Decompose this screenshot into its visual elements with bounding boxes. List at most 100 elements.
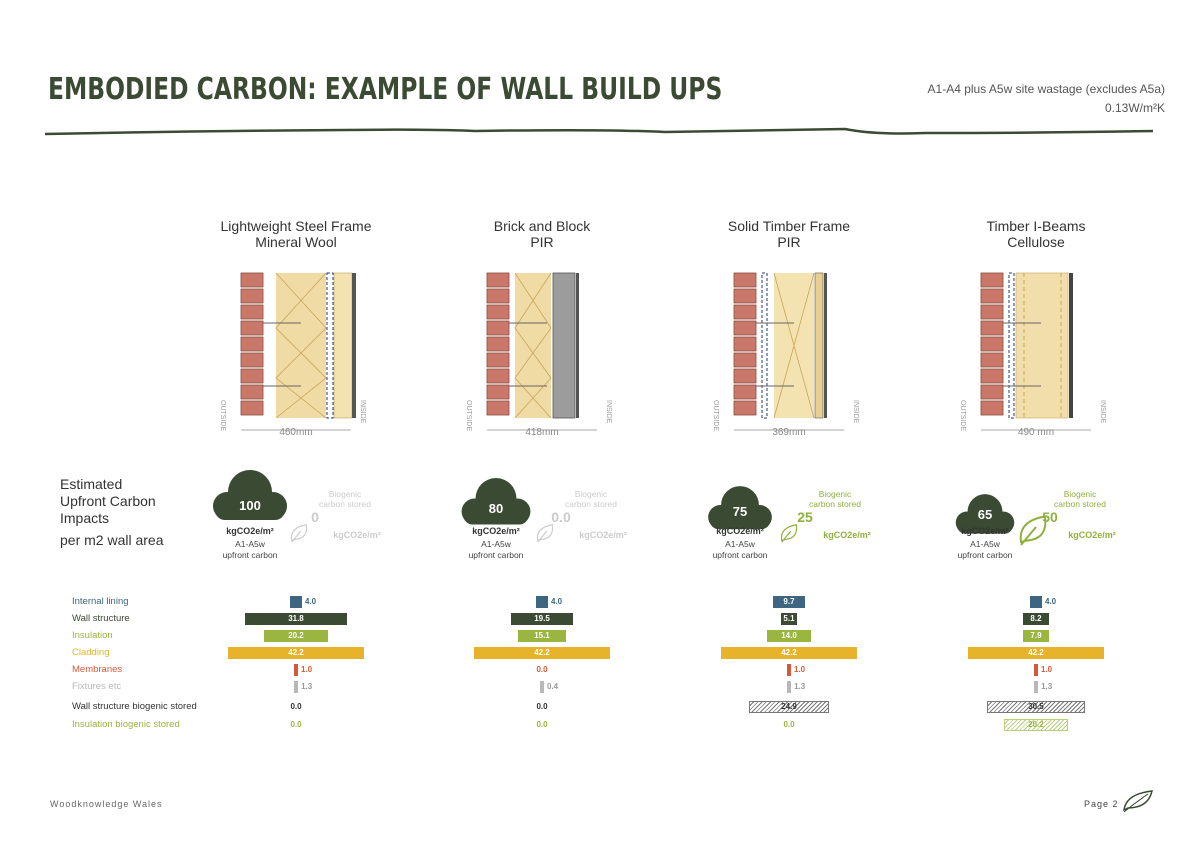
bar-value-label: 42.2 bbox=[1028, 648, 1044, 657]
bar bbox=[245, 613, 347, 625]
bar bbox=[1022, 613, 1050, 625]
thickness-label: 418mm bbox=[525, 427, 559, 438]
cloud-icon bbox=[213, 470, 287, 520]
bar bbox=[987, 701, 1085, 713]
bar-value-label: 24.9 bbox=[781, 702, 797, 711]
wall-section-diagram bbox=[240, 272, 356, 431]
bar-value-label: 14.0 bbox=[781, 631, 797, 640]
inside-label: INSIDE bbox=[359, 400, 366, 424]
bar bbox=[721, 647, 857, 659]
leaf-icon bbox=[290, 524, 308, 543]
bar-value-label: 31.8 bbox=[288, 614, 304, 623]
upfront-carbon-value: 80 bbox=[488, 501, 504, 516]
impacts-label: Estimated Upfront Carbon Impacts bbox=[60, 476, 156, 527]
biogenic-label: Biogenic bbox=[1063, 489, 1097, 499]
bar-value-label: 19.5 bbox=[534, 614, 550, 623]
biogenic-label: carbon stored bbox=[809, 499, 861, 509]
biogenic-value: 25 bbox=[797, 509, 813, 525]
column-title: Lightweight Steel Frame bbox=[220, 218, 372, 234]
bar-value-label: 42.2 bbox=[781, 648, 797, 657]
bar bbox=[293, 681, 299, 693]
bar-value-label: 0.0 bbox=[536, 665, 548, 674]
bar-value-label: 8.2 bbox=[1030, 614, 1042, 623]
upfront-carbon-value: 65 bbox=[977, 507, 993, 522]
bar bbox=[1034, 664, 1038, 676]
bar bbox=[773, 596, 805, 608]
upfront-carbon-unit: kgCO2e/m² bbox=[716, 526, 764, 536]
header-rule bbox=[45, 127, 1154, 136]
bar-value-label: 4.0 bbox=[1045, 597, 1057, 606]
bar-value-label: 0.0 bbox=[536, 702, 548, 711]
stage-label: A1-A5w bbox=[725, 539, 755, 549]
impacts-label-line: Upfront Carbon bbox=[60, 493, 156, 509]
bar bbox=[510, 613, 574, 625]
bar-value-label: 4.0 bbox=[305, 597, 317, 606]
thickness-label: 490 mm bbox=[1017, 427, 1055, 438]
page-title: EMBODIED CARBON: EXAMPLE OF WALL BUILD U… bbox=[48, 72, 723, 107]
wall-section-diagram bbox=[486, 272, 597, 431]
bar bbox=[1023, 630, 1049, 642]
outside-label: OUTSIDE bbox=[219, 400, 226, 432]
cloud-icon bbox=[708, 486, 772, 530]
inside-label: INSIDE bbox=[852, 400, 859, 424]
row-label: Wall structure biogenic stored bbox=[72, 701, 197, 712]
u-value: 0.13W/m²K bbox=[1104, 101, 1165, 115]
outside-label: OUTSIDE bbox=[959, 400, 966, 432]
row-label: Fixtures etc bbox=[72, 681, 122, 692]
bar-value-label: 30.5 bbox=[1028, 702, 1044, 711]
wall-section-diagram bbox=[733, 272, 844, 431]
upfront-carbon-unit: kgCO2e/m² bbox=[961, 526, 1009, 536]
biogenic-value: 0 bbox=[311, 509, 319, 525]
biogenic-unit: kgCO2e/m² bbox=[823, 530, 871, 540]
upfront-carbon-unit: kgCO2e/m² bbox=[472, 526, 520, 536]
column-subtitle: Mineral Wool bbox=[255, 234, 337, 250]
bar bbox=[263, 630, 329, 642]
bar bbox=[294, 664, 298, 676]
upfront-carbon-value: 100 bbox=[239, 498, 261, 513]
page-number: Page 2 bbox=[1084, 799, 1119, 809]
per-area-label: per m2 wall area bbox=[60, 532, 164, 548]
column-subtitle: PIR bbox=[530, 234, 554, 250]
biogenic-value: 0.0 bbox=[551, 509, 571, 525]
row-label: Wall structure bbox=[72, 613, 130, 624]
bar-value-label: 9.7 bbox=[783, 597, 795, 606]
biogenic-unit: kgCO2e/m² bbox=[1068, 530, 1116, 540]
bar-value-label: 1.3 bbox=[1041, 682, 1053, 691]
bar-value-label: 0.0 bbox=[290, 720, 302, 729]
bar-value-label: 1.0 bbox=[1041, 665, 1053, 674]
bar-value-label: 5.1 bbox=[783, 614, 795, 623]
outside-label: OUTSIDE bbox=[465, 400, 472, 432]
biogenic-unit: kgCO2e/m² bbox=[579, 530, 627, 540]
bar-value-label: 0.4 bbox=[547, 682, 559, 691]
bar-value-label: 1.0 bbox=[794, 665, 806, 674]
bar bbox=[787, 664, 791, 676]
thickness-label: 460mm bbox=[279, 427, 313, 438]
biogenic-label: carbon stored bbox=[565, 499, 617, 509]
stage-label: upfront carbon bbox=[222, 550, 278, 560]
bar-value-label: 1.3 bbox=[301, 682, 313, 691]
row-label: Internal lining bbox=[72, 596, 129, 607]
bar-value-label: 0.0 bbox=[290, 702, 302, 711]
inside-label: INSIDE bbox=[1099, 400, 1106, 424]
leaf-icon bbox=[1019, 515, 1047, 546]
wall-section-diagram bbox=[980, 272, 1091, 431]
bar-value-label: 20.2 bbox=[1028, 720, 1044, 729]
outside-label: OUTSIDE bbox=[712, 400, 719, 432]
bar bbox=[786, 681, 792, 693]
bar bbox=[536, 596, 548, 608]
leaf-icon bbox=[536, 524, 554, 543]
impacts-label-line: Impacts bbox=[60, 510, 110, 526]
bar bbox=[1003, 719, 1069, 731]
bar bbox=[1030, 596, 1042, 608]
stage-label: upfront carbon bbox=[468, 550, 524, 560]
stage-label: A1-A5w bbox=[970, 539, 1000, 549]
leaf-icon bbox=[780, 524, 798, 543]
upfront-carbon-unit: kgCO2e/m² bbox=[226, 526, 274, 536]
column-subtitle: Cellulose bbox=[1007, 234, 1065, 250]
stage-label: A1-A5w bbox=[235, 539, 265, 549]
biogenic-label: Biogenic bbox=[328, 489, 362, 499]
biogenic-label: carbon stored bbox=[1054, 499, 1106, 509]
bar bbox=[1033, 681, 1039, 693]
bar-value-label: 0.0 bbox=[536, 720, 548, 729]
bar-value-label: 7.9 bbox=[1030, 631, 1042, 640]
